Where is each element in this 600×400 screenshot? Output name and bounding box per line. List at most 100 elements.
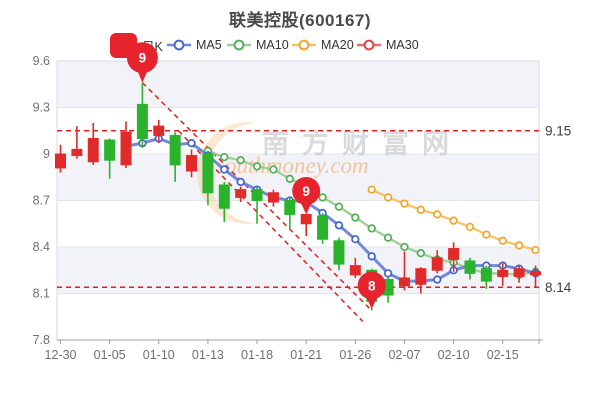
ref-line-label: 8.14 [545, 280, 572, 295]
candle-body [448, 248, 460, 260]
y-axis-label: 9.6 [33, 54, 50, 68]
candle [71, 126, 83, 159]
ma20-marker [367, 185, 376, 194]
ma5-marker [433, 275, 442, 284]
candle [431, 250, 443, 274]
legend-label: MA20 [321, 38, 354, 52]
candle [169, 132, 181, 182]
legend-item-ma10[interactable]: MA10 [227, 35, 289, 55]
candle-body [202, 153, 214, 194]
candle-body [530, 271, 541, 276]
legend-item-ma5[interactable]: MA5 [167, 35, 222, 55]
balloon-label: 8 [368, 278, 376, 293]
candle [480, 265, 492, 289]
ma10-marker [334, 202, 344, 211]
y-axis-label: 9.3 [33, 101, 50, 115]
candle [464, 257, 476, 280]
legend-item-ma30[interactable]: MA30 [357, 35, 419, 55]
candle-body [235, 189, 247, 198]
ma10-marker [416, 249, 425, 258]
ma20-marker [531, 245, 540, 255]
ma20-marker [465, 222, 475, 232]
candle-body [169, 134, 181, 166]
candle [398, 251, 410, 291]
candle [153, 119, 165, 144]
marker-balloon: 9 [126, 42, 158, 83]
candle [513, 265, 525, 283]
watermark-moon-icon [196, 122, 258, 224]
legend-label: MA10 [256, 38, 289, 52]
candle [530, 265, 541, 288]
candle [218, 181, 230, 223]
balloon-circle [357, 271, 386, 300]
x-axis-label: 02-15 [487, 348, 519, 362]
ma20-marker [400, 199, 409, 208]
candle-body [333, 240, 345, 265]
candle [186, 149, 198, 178]
x-axis-label: 02-10 [438, 348, 470, 362]
plot-band [57, 61, 539, 108]
ma5-marker [334, 221, 344, 230]
candle-body [136, 103, 148, 139]
candle [55, 144, 66, 173]
legend-item-ma20[interactable]: MA20 [292, 35, 354, 55]
candle-body [464, 260, 476, 274]
ma5-marker [383, 269, 393, 278]
candle-body [55, 153, 66, 169]
x-axis-label: 02-07 [388, 348, 420, 362]
y-axis-label: 8.7 [33, 194, 50, 208]
candle [87, 123, 99, 165]
ma20-marker [449, 216, 458, 225]
candle [136, 82, 148, 148]
ma30-legend-icon [357, 39, 381, 51]
ma10-marker [269, 165, 278, 174]
ma20-marker [383, 193, 393, 202]
plot-band [57, 293, 539, 340]
marker-balloon: 9 [292, 176, 321, 215]
candle [104, 138, 116, 179]
y-axis-label: 8.4 [33, 240, 50, 254]
ma20-marker [498, 236, 507, 245]
ref-line-label: 9.15 [545, 123, 571, 138]
watermark-text: 南方财富网 [262, 128, 462, 159]
x-axis-label: 01-05 [94, 348, 126, 362]
ma20-legend-icon [292, 39, 316, 51]
candle-body [513, 268, 525, 277]
candle-body [497, 269, 509, 277]
y-axis-label: 9 [43, 147, 50, 161]
candle [415, 267, 427, 294]
x-axis-label: 01-10 [143, 348, 175, 362]
chart-legend: 日KMA5MA10MA20MA30 [0, 32, 600, 58]
ma10-marker [285, 174, 294, 183]
candle-body [480, 268, 492, 282]
ma20-marker [514, 241, 524, 250]
candle [235, 186, 247, 203]
candle-body [415, 268, 427, 285]
candle [284, 197, 296, 229]
plot-band [57, 200, 539, 247]
candle-body [349, 265, 361, 276]
ma5-marker [351, 235, 360, 244]
candle [251, 186, 263, 224]
candle-body [71, 148, 83, 157]
candle [497, 262, 509, 286]
candle [202, 150, 214, 206]
ma5-marker [236, 177, 245, 187]
candle-body [251, 189, 263, 201]
y-axis-label: 8.1 [33, 287, 50, 301]
legend-label: MA5 [196, 38, 222, 52]
candle-body [120, 131, 132, 166]
candle-body [87, 138, 99, 163]
y-axis-label: 7.8 [33, 333, 50, 347]
ma10-marker [318, 193, 327, 202]
candle-body [267, 192, 279, 203]
balloon-label: 9 [302, 184, 310, 199]
candle-body [186, 155, 198, 172]
x-axis-label: 01-21 [290, 348, 322, 362]
balloon-circle [292, 176, 321, 205]
ma10-marker [351, 213, 360, 222]
candle [120, 121, 132, 168]
ma10-legend-icon [227, 39, 251, 51]
